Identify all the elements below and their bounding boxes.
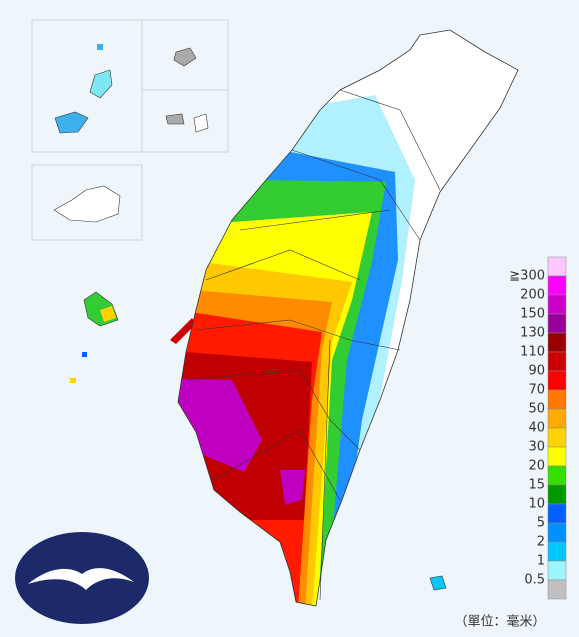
logo-mark: [28, 568, 134, 590]
legend-swatch: [547, 427, 567, 448]
legend-label: 0.5: [524, 573, 545, 588]
legend-swatch: [547, 446, 567, 467]
legend-label: 15: [528, 478, 545, 493]
legend-swatch: [547, 522, 567, 543]
county-borders: [185, 89, 441, 601]
legend-label: 130: [520, 326, 545, 341]
island-outline: [177, 29, 519, 607]
legend-label: 2: [537, 535, 545, 550]
legend-label: 200: [520, 288, 545, 303]
legend-swatch: [547, 408, 567, 429]
legend-swatch: [547, 370, 567, 391]
legend-label: 110: [520, 345, 545, 360]
legend-label: ≧300: [509, 269, 545, 284]
legend-label: 90: [528, 364, 545, 379]
legend-swatch: [547, 560, 567, 581]
legend-label: 5: [537, 516, 545, 531]
legend-swatch: [547, 389, 567, 410]
legend-swatch: [547, 275, 567, 296]
legend-swatch: [547, 579, 567, 600]
legend-swatch: [547, 541, 567, 562]
legend-label: 40: [528, 421, 545, 436]
legend-swatch: [547, 351, 567, 372]
legend-label: 30: [528, 440, 545, 455]
legend-swatch: [547, 313, 567, 334]
inset-frames: [31, 19, 229, 241]
legend-swatch: [547, 484, 567, 505]
unit-label: （單位：毫米）: [454, 614, 545, 630]
legend-label: 70: [528, 383, 545, 398]
legend-label: 20: [528, 459, 545, 474]
legend: ≧300 200 150 130 110 90 70 50 40 30 20 15 10 5 2 1 0.5: [509, 256, 567, 600]
inset-islands: [53, 44, 447, 591]
legend-label: 150: [520, 307, 545, 322]
legend-label: 10: [528, 497, 545, 512]
legend-swatch: [547, 465, 567, 486]
legend-label: 1: [537, 554, 545, 569]
legend-swatch: [547, 332, 567, 353]
legend-swatch: [547, 294, 567, 315]
legend-swatch: [547, 256, 567, 277]
legend-swatch: [547, 503, 567, 524]
legend-label: 50: [528, 402, 545, 417]
